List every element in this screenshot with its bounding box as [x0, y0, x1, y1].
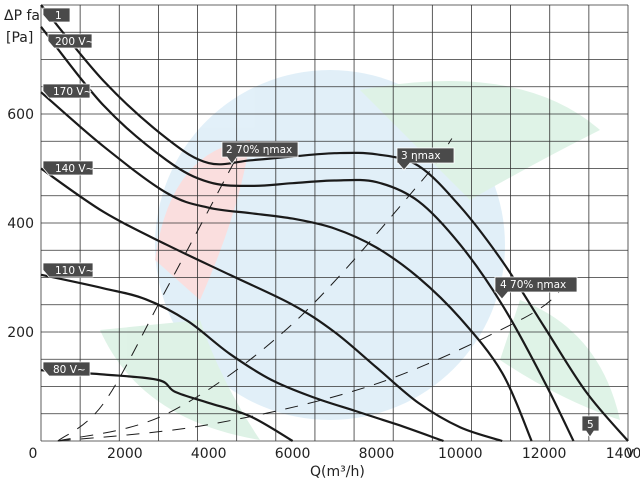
tag-200v: 200 V~	[47, 33, 94, 49]
tag-1: 1	[42, 7, 71, 23]
svg-text:140 V~: 140 V~	[55, 163, 94, 175]
series-line-5	[40, 273, 444, 443]
tag-170v: 170 V~	[42, 83, 92, 99]
svg-text:5: 5	[587, 419, 594, 431]
svg-text:1: 1	[55, 10, 62, 22]
y-axis-label-line2: [Pa]	[6, 30, 33, 46]
watermark-logo	[100, 70, 620, 440]
svg-text:2 70% ηmax: 2 70% ηmax	[226, 144, 292, 156]
svg-text:200 V~: 200 V~	[55, 36, 94, 48]
series-line-2	[40, 26, 575, 442]
x-tick-label: 10000	[438, 446, 483, 462]
tag-3-etamax: 3 ηmax	[396, 147, 455, 171]
svg-text:170 V~: 170 V~	[53, 86, 92, 98]
y-axis-label-line1: ΔP fa	[4, 8, 40, 24]
x-tick-label: 8000	[359, 446, 395, 462]
svg-text:80 V~: 80 V~	[53, 364, 86, 376]
x-tick-label: 12000	[522, 446, 567, 462]
svg-text:4 70% ηmax: 4 70% ηmax	[500, 279, 566, 291]
tag-110v: 110 V~	[42, 262, 94, 278]
y-axis-ticks: 200 400 600	[7, 107, 34, 341]
tag-140v: 140 V~	[42, 160, 94, 176]
svg-text:3 ηmax: 3 ηmax	[401, 150, 441, 162]
series-line-4	[40, 167, 503, 443]
y-tick-label: 200	[7, 325, 34, 341]
x-tick-label: 0	[29, 446, 38, 462]
tag-2-70pct-etamax: 2 70% ηmax	[221, 141, 299, 165]
tag-4-70pct-etamax: 4 70% ηmax	[494, 276, 578, 300]
x-axis-label-suffix: v	[626, 445, 634, 461]
efficiency-reference-lines	[57, 138, 566, 442]
tag-80v: 80 V~	[42, 361, 91, 377]
x-tick-label: 2000	[107, 446, 143, 462]
series-line-6	[40, 369, 294, 442]
x-tick-label: 14000	[606, 446, 640, 462]
pressure-curves	[40, 4, 629, 443]
series-line-3	[40, 91, 533, 442]
x-axis-ticks: 0 2000 4000 6000 8000 10000 12000 14000	[29, 446, 640, 462]
x-axis-label: Q(m³/h)	[310, 464, 365, 480]
y-tick-label: 400	[7, 216, 34, 232]
x-tick-label: 6000	[275, 446, 311, 462]
y-tick-label: 600	[7, 107, 34, 123]
tag-5: 5	[581, 415, 600, 438]
efficiency-line-1	[57, 146, 243, 442]
efficiency-line-2	[57, 138, 453, 442]
x-tick-label: 4000	[191, 446, 227, 462]
series-line-1	[40, 4, 629, 442]
svg-text:110 V~: 110 V~	[55, 265, 94, 277]
efficiency-line-3	[57, 285, 566, 442]
